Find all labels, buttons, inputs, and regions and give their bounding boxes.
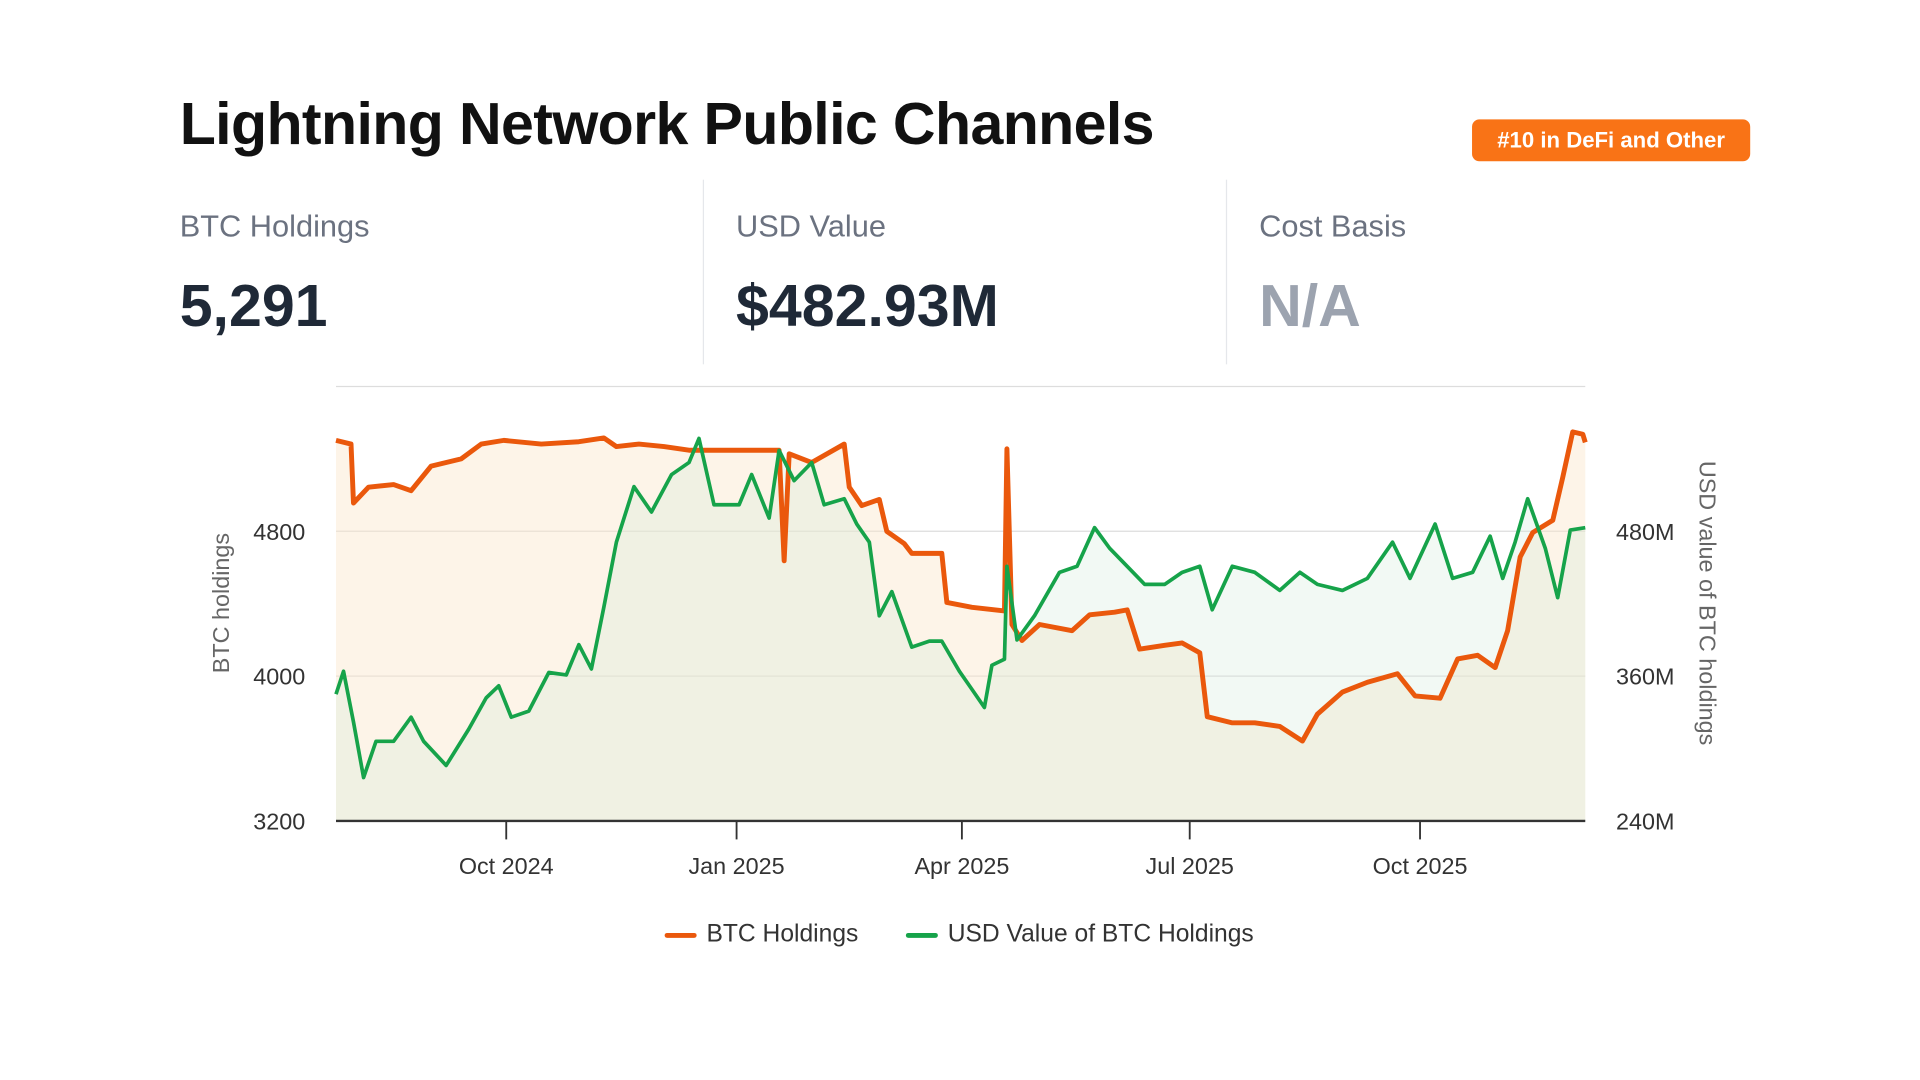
divider	[1225, 179, 1228, 365]
stat-value: 5,291	[179, 274, 328, 340]
stat-btc-holdings: BTC Holdings 5,291	[180, 180, 672, 365]
stat-usd-value: USD Value $482.93M	[736, 180, 1204, 365]
stat-label: Cost Basis	[1259, 209, 1407, 244]
divider	[702, 179, 705, 365]
stat-value: $482.93M	[736, 274, 999, 340]
stat-cost-basis: Cost Basis N/A	[1259, 180, 1727, 365]
stat-label: USD Value	[736, 209, 886, 244]
x-tick-label: Oct 2024	[459, 853, 554, 879]
legend-item-usd-value[interactable]: USD Value of BTC Holdings	[905, 920, 1254, 949]
legend-swatch-green	[905, 932, 938, 938]
y-axis-left-title: BTC holdings	[208, 533, 234, 673]
y-tick-label-right: 240M	[1616, 809, 1674, 835]
legend-label: BTC Holdings	[706, 920, 859, 948]
legend-swatch-orange	[664, 932, 697, 938]
page-title: Lightning Network Public Channels	[179, 92, 1155, 158]
ranking-badge[interactable]: #10 in DeFi and Other	[1472, 119, 1751, 162]
area-fill-btc-holdings	[336, 431, 1586, 821]
y-tick-label-left: 4000	[253, 664, 305, 690]
y-tick-label-right: 480M	[1616, 519, 1674, 545]
series-line-usd-value	[334, 436, 1586, 780]
x-tick-label: Jul 2025	[1146, 853, 1234, 879]
series-line-btc-holdings	[335, 429, 1588, 744]
x-tick-label: Oct 2025	[1373, 853, 1468, 879]
stat-label: BTC Holdings	[179, 209, 370, 244]
x-tick-label: Jan 2025	[688, 853, 784, 879]
stat-value: N/A	[1259, 274, 1361, 340]
y-tick-label-right: 360M	[1616, 664, 1674, 690]
y-axis-right-title: USD value of BTC holdings	[1695, 461, 1721, 746]
legend-item-btc-holdings[interactable]: BTC Holdings	[664, 920, 859, 949]
y-tick-label-left: 3200	[253, 809, 305, 835]
legend-label: USD Value of BTC Holdings	[947, 920, 1254, 948]
x-tick-label: Apr 2025	[914, 853, 1009, 879]
y-tick-label-left: 4800	[253, 519, 305, 545]
